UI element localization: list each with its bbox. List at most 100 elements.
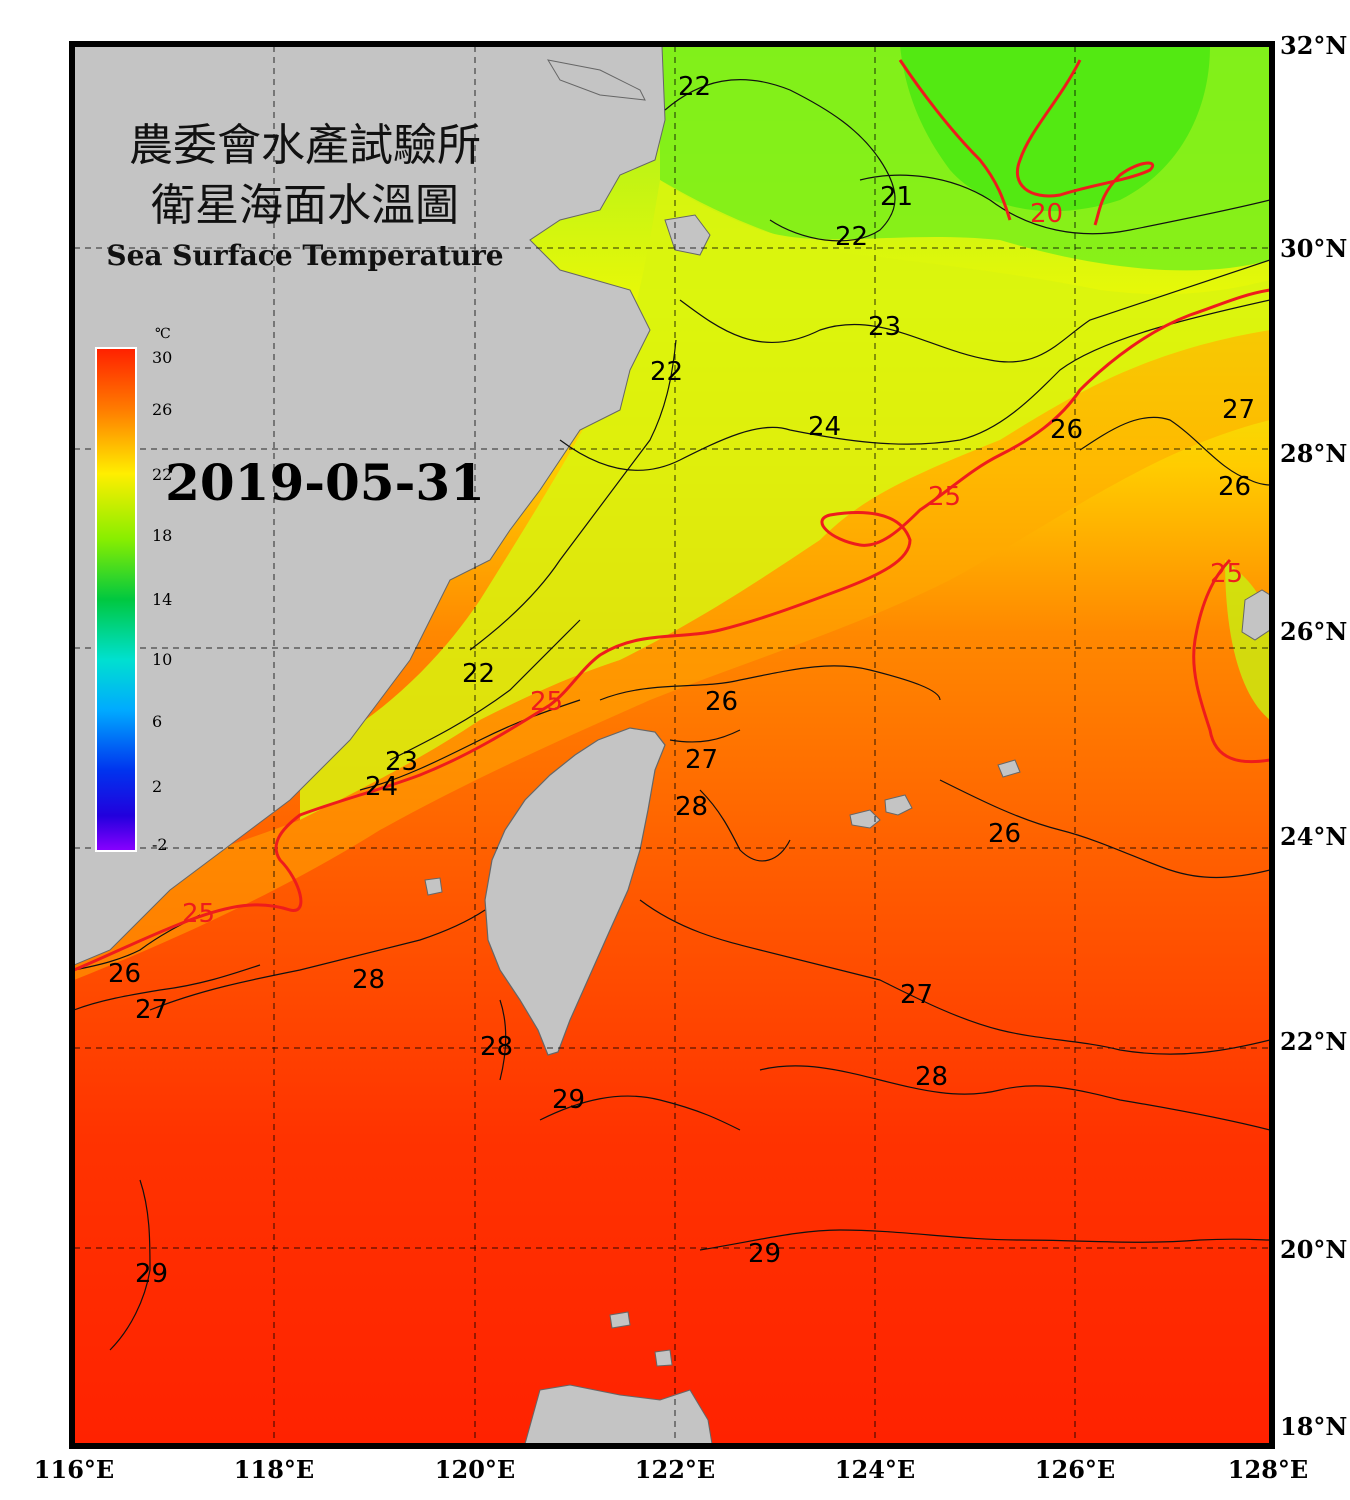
isotherm-26-north [599,665,941,701]
isotherm-22-coast [469,339,677,651]
contour-label: 28 [352,965,385,995]
chongming-island [546,59,646,101]
lon-label: 124°E [835,1455,915,1484]
lat-label: 26°N [1280,617,1347,646]
contour-label: 26 [1050,415,1083,445]
isotherm-27-b [639,899,1270,1055]
lat-label: 32°N [1280,31,1347,60]
lat-label: 18°N [1280,1412,1347,1441]
zhoushan-islands [664,214,711,256]
isotherm-27-sw [74,964,261,1011]
isotherm-25-east [1192,558,1270,764]
contour-label: 27 [135,995,168,1025]
coastal-cool-band [300,180,1270,820]
color-bar-unit: ℃ [155,326,171,342]
contour-label: 25 [530,687,563,717]
isotherm-24 [559,299,1270,471]
contour-label: 27 [685,745,718,775]
contour-label: 29 [135,1259,168,1289]
title-chinese-line2: 衛星海面水溫圖 [151,180,459,231]
contour-label: 29 [748,1239,781,1269]
isotherm-22-north [664,79,896,242]
graticule [74,46,1270,1444]
lon-label: 116°E [34,1455,114,1484]
isotherm-28-b [759,1065,1270,1131]
map-date: 2019-05-31 [165,453,485,512]
transition-band [74,330,1270,980]
isotherm-28-d [499,999,507,1081]
contour-label: 28 [915,1062,948,1092]
title-english: Sea Surface Temperature [106,239,503,272]
penghu-islands [424,877,443,896]
title-chinese-line1: 農委會水產試驗所 [129,120,481,171]
lon-label: 118°E [234,1455,314,1484]
isotherm-26-mid [939,779,1270,879]
coldest-water-region [900,46,1210,212]
contour-label: 29 [552,1085,585,1115]
yaeyama-islands [849,794,913,829]
color-bar-tick: -2 [152,835,168,854]
batanes-islands [609,1311,673,1367]
contour-label: 22 [462,659,495,689]
isotherm-27-a [669,729,741,743]
contour-label: 26 [705,687,738,717]
lon-label: 126°E [1035,1455,1115,1484]
isotherm-28-a [699,789,791,862]
color-bar-ticks: 30 26 22 18 14 10 6 2 -2 [152,348,172,854]
map-frame [69,41,1275,1449]
isotherm-29-c [109,1179,151,1351]
lat-label: 28°N [1280,439,1347,468]
isotherm-29-b [699,1229,1270,1251]
taiwan-island [484,727,666,1056]
contour-label: 24 [808,412,841,442]
contour-label: 26 [1218,472,1251,502]
color-bar-tick: 6 [152,712,162,731]
isotherm-24-coast [359,699,581,791]
color-bar-tick: 26 [152,400,172,419]
luzon-island [524,1384,713,1444]
lat-label: 30°N [1280,234,1347,263]
lat-label: 20°N [1280,1235,1347,1264]
contour-label: 25 [928,482,961,512]
china-mainland [74,46,666,966]
color-bar-tick: 2 [152,777,162,796]
isotherm-29-a [539,1095,741,1131]
contour-label: 22 [835,222,868,252]
contour-label: 27 [1222,395,1255,425]
color-bar-tick: 30 [152,348,172,367]
contour-label: 23 [868,312,901,342]
highlight-isotherms [74,59,1270,972]
contour-label: 28 [480,1032,513,1062]
contour-label: 25 [182,899,215,929]
contour-label: 23 [385,747,418,777]
contour-label: 24 [365,772,398,802]
isotherm-20 [1015,59,1154,226]
isotherm-23 [679,259,1270,363]
contour-label: 22 [678,72,711,102]
lon-label: 128°E [1228,1455,1308,1484]
isotherm-21 [859,174,1270,235]
longitude-labels: 116°E 118°E 120°E 122°E 124°E 126°E 128°… [34,1455,1308,1484]
color-bar-tick: 14 [152,590,172,609]
contour-label: 26 [988,819,1021,849]
color-bar [95,347,137,852]
miyako-island [997,759,1021,778]
isotherm-28-c [149,909,486,1011]
isotherms [74,79,1270,1351]
map-plot-area: 22 22 21 20 22 23 22 24 26 27 25 26 25 2… [74,46,1270,1444]
isotherm-25-main [74,288,1270,972]
lat-label: 22°N [1280,1027,1347,1056]
contour-label: 21 [880,182,913,212]
lon-label: 122°E [635,1455,715,1484]
contour-label: 25 [1210,559,1243,589]
lat-label: 24°N [1280,822,1347,851]
color-bar-tick: 18 [152,526,172,545]
latitude-labels: 32°N 30°N 28°N 26°N 24°N 22°N 20°N 18°N [1280,31,1347,1441]
okinawa-island [1241,589,1270,641]
isotherm-26-east [1079,416,1270,486]
contour-labels: 22 22 21 20 22 23 22 24 26 27 25 26 25 2… [108,72,1255,1289]
contour-label: 20 [1030,199,1063,229]
contour-label: 26 [108,959,141,989]
color-bar-tick: 22 [152,465,172,484]
